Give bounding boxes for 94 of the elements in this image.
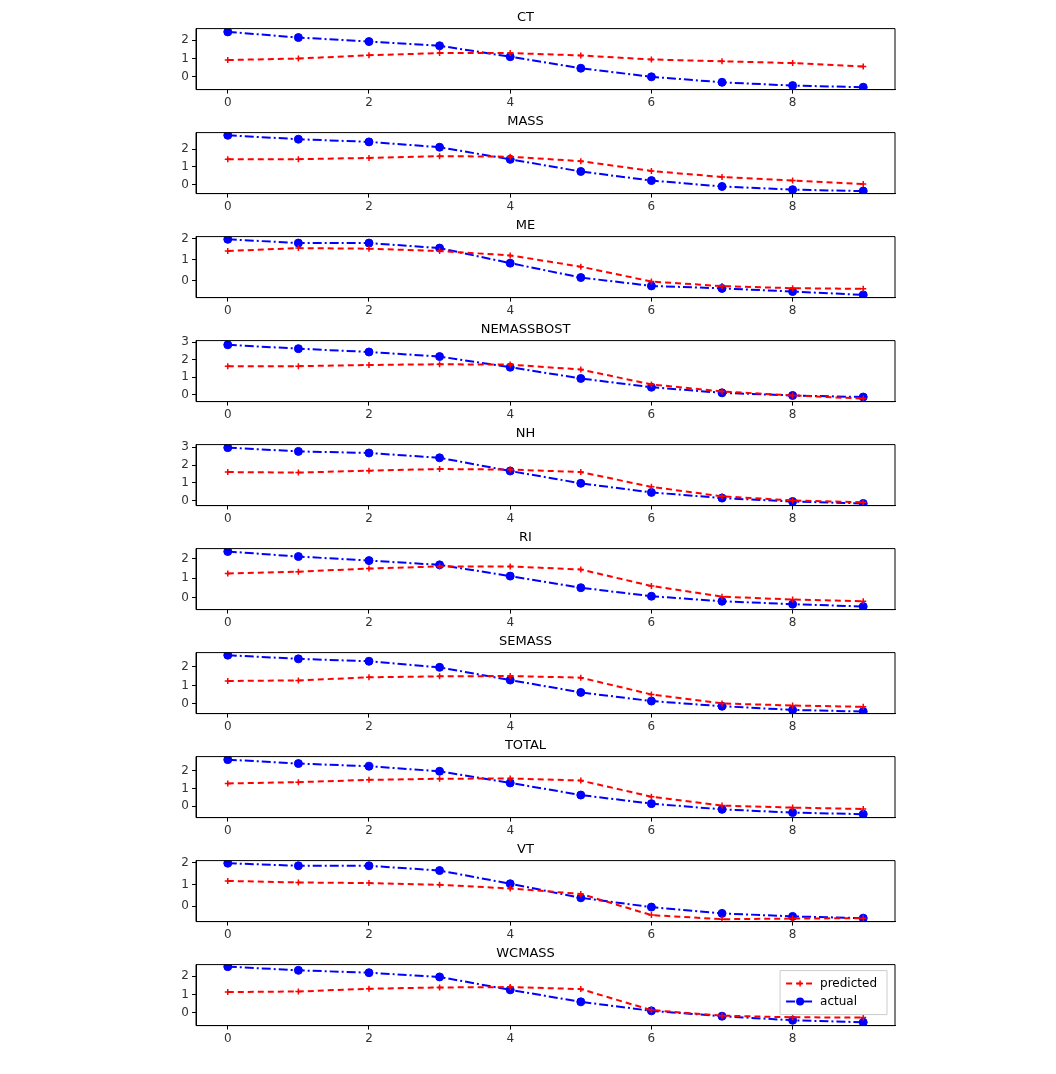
chart-title: NEMASSBOST bbox=[480, 321, 571, 337]
y-tick-label: 0 bbox=[181, 1005, 189, 1020]
y-tick-label: 2 bbox=[181, 230, 189, 245]
x-tick-label: 4 bbox=[506, 718, 515, 733]
x-tick-label: 2 bbox=[365, 1030, 373, 1045]
x-tick-label: 4 bbox=[506, 94, 515, 109]
legend-label: actual bbox=[820, 993, 858, 1008]
x-tick-label: 2 bbox=[365, 718, 373, 733]
x-tick-label: 2 bbox=[365, 198, 373, 213]
chart-title: TOTAL bbox=[503, 737, 547, 753]
y-tick-label: 2 bbox=[181, 762, 189, 777]
y-tick-label: 1 bbox=[181, 251, 189, 266]
x-tick-label: 8 bbox=[788, 510, 797, 525]
x-tick-label: 6 bbox=[647, 822, 656, 837]
x-tick-label: 8 bbox=[788, 614, 797, 629]
x-tick-label: 0 bbox=[223, 822, 232, 837]
y-tick-label: 1 bbox=[181, 677, 189, 692]
y-tick-label: 1 bbox=[181, 780, 189, 795]
x-tick-label: 4 bbox=[506, 614, 515, 629]
x-tick-label: 0 bbox=[223, 1030, 232, 1045]
x-tick-label: 6 bbox=[647, 926, 656, 941]
y-tick-label: 1 bbox=[181, 475, 189, 490]
x-tick-label: 4 bbox=[506, 1030, 515, 1045]
y-tick-label: 0 bbox=[181, 695, 189, 710]
chart-title: MASS bbox=[507, 113, 544, 129]
y-tick-label: 3 bbox=[181, 439, 189, 454]
x-tick-label: 2 bbox=[365, 926, 373, 941]
x-tick-label: 2 bbox=[365, 406, 373, 421]
y-tick-label: 2 bbox=[181, 550, 189, 565]
y-tick-label: 0 bbox=[181, 492, 189, 507]
chart-title: ME bbox=[515, 217, 536, 233]
y-tick-label: 1 bbox=[181, 158, 189, 173]
x-tick-label: 6 bbox=[647, 1030, 656, 1045]
chart-title: CT bbox=[516, 9, 535, 25]
y-tick-label: 1 bbox=[181, 369, 189, 384]
x-tick-label: 4 bbox=[506, 926, 515, 941]
x-tick-label: 2 bbox=[365, 94, 373, 109]
y-tick-label: 0 bbox=[181, 176, 189, 191]
y-tick-label: 0 bbox=[181, 798, 189, 813]
y-tick-label: 2 bbox=[181, 968, 189, 983]
x-tick-label: 2 bbox=[365, 822, 373, 837]
x-tick-label: 4 bbox=[506, 406, 515, 421]
y-tick-label: 0 bbox=[181, 386, 189, 401]
chart-title: VT bbox=[517, 841, 534, 857]
y-tick-label: 1 bbox=[181, 50, 189, 65]
y-tick-label: 1 bbox=[181, 876, 189, 891]
x-tick-label: 0 bbox=[223, 406, 232, 421]
x-tick-label: 4 bbox=[506, 198, 515, 213]
y-tick-label: 2 bbox=[181, 141, 189, 156]
chart-title: SEMASS bbox=[498, 633, 553, 649]
x-tick-label: 2 bbox=[365, 614, 373, 629]
legend-label: predicted bbox=[820, 975, 878, 990]
x-tick-label: 8 bbox=[788, 822, 797, 837]
y-tick-label: 0 bbox=[181, 898, 189, 913]
x-tick-label: 0 bbox=[223, 302, 232, 317]
x-tick-label: 2 bbox=[365, 510, 373, 525]
x-tick-label: 6 bbox=[647, 718, 656, 733]
x-tick-label: 6 bbox=[647, 94, 656, 109]
x-tick-label: 8 bbox=[788, 1030, 797, 1045]
chart-title: WCMASS bbox=[496, 945, 555, 961]
x-tick-label: 2 bbox=[365, 302, 373, 317]
y-tick-label: 0 bbox=[181, 272, 189, 287]
x-tick-label: 0 bbox=[223, 198, 232, 213]
x-tick-label: 6 bbox=[647, 510, 656, 525]
x-tick-label: 4 bbox=[506, 302, 515, 317]
y-tick-label: 3 bbox=[181, 334, 189, 349]
chart-title: RI bbox=[519, 529, 532, 545]
x-tick-label: 6 bbox=[647, 406, 656, 421]
x-tick-label: 6 bbox=[647, 614, 656, 629]
x-tick-label: 8 bbox=[788, 302, 797, 317]
x-tick-label: 4 bbox=[506, 822, 515, 837]
x-tick-label: 4 bbox=[506, 510, 515, 525]
x-tick-label: 0 bbox=[223, 718, 232, 733]
x-tick-label: 8 bbox=[788, 198, 797, 213]
x-tick-label: 6 bbox=[647, 302, 656, 317]
y-tick-label: 0 bbox=[181, 68, 189, 83]
y-tick-label: 1 bbox=[181, 570, 189, 585]
chart-title: NH bbox=[515, 425, 536, 441]
y-tick-label: 2 bbox=[181, 854, 189, 869]
x-tick-label: 8 bbox=[788, 406, 797, 421]
x-tick-label: 8 bbox=[788, 94, 797, 109]
x-tick-label: 8 bbox=[788, 718, 797, 733]
x-tick-label: 0 bbox=[223, 510, 232, 525]
y-tick-label: 2 bbox=[181, 351, 189, 366]
y-tick-label: 2 bbox=[181, 32, 189, 47]
x-tick-label: 6 bbox=[647, 198, 656, 213]
y-tick-label: 2 bbox=[181, 457, 189, 472]
x-tick-label: 0 bbox=[223, 926, 232, 941]
y-tick-label: 1 bbox=[181, 986, 189, 1001]
x-tick-label: 8 bbox=[788, 926, 797, 941]
y-tick-label: 2 bbox=[181, 659, 189, 674]
x-tick-label: 0 bbox=[223, 614, 232, 629]
y-tick-label: 0 bbox=[181, 589, 189, 604]
x-tick-label: 0 bbox=[223, 94, 232, 109]
